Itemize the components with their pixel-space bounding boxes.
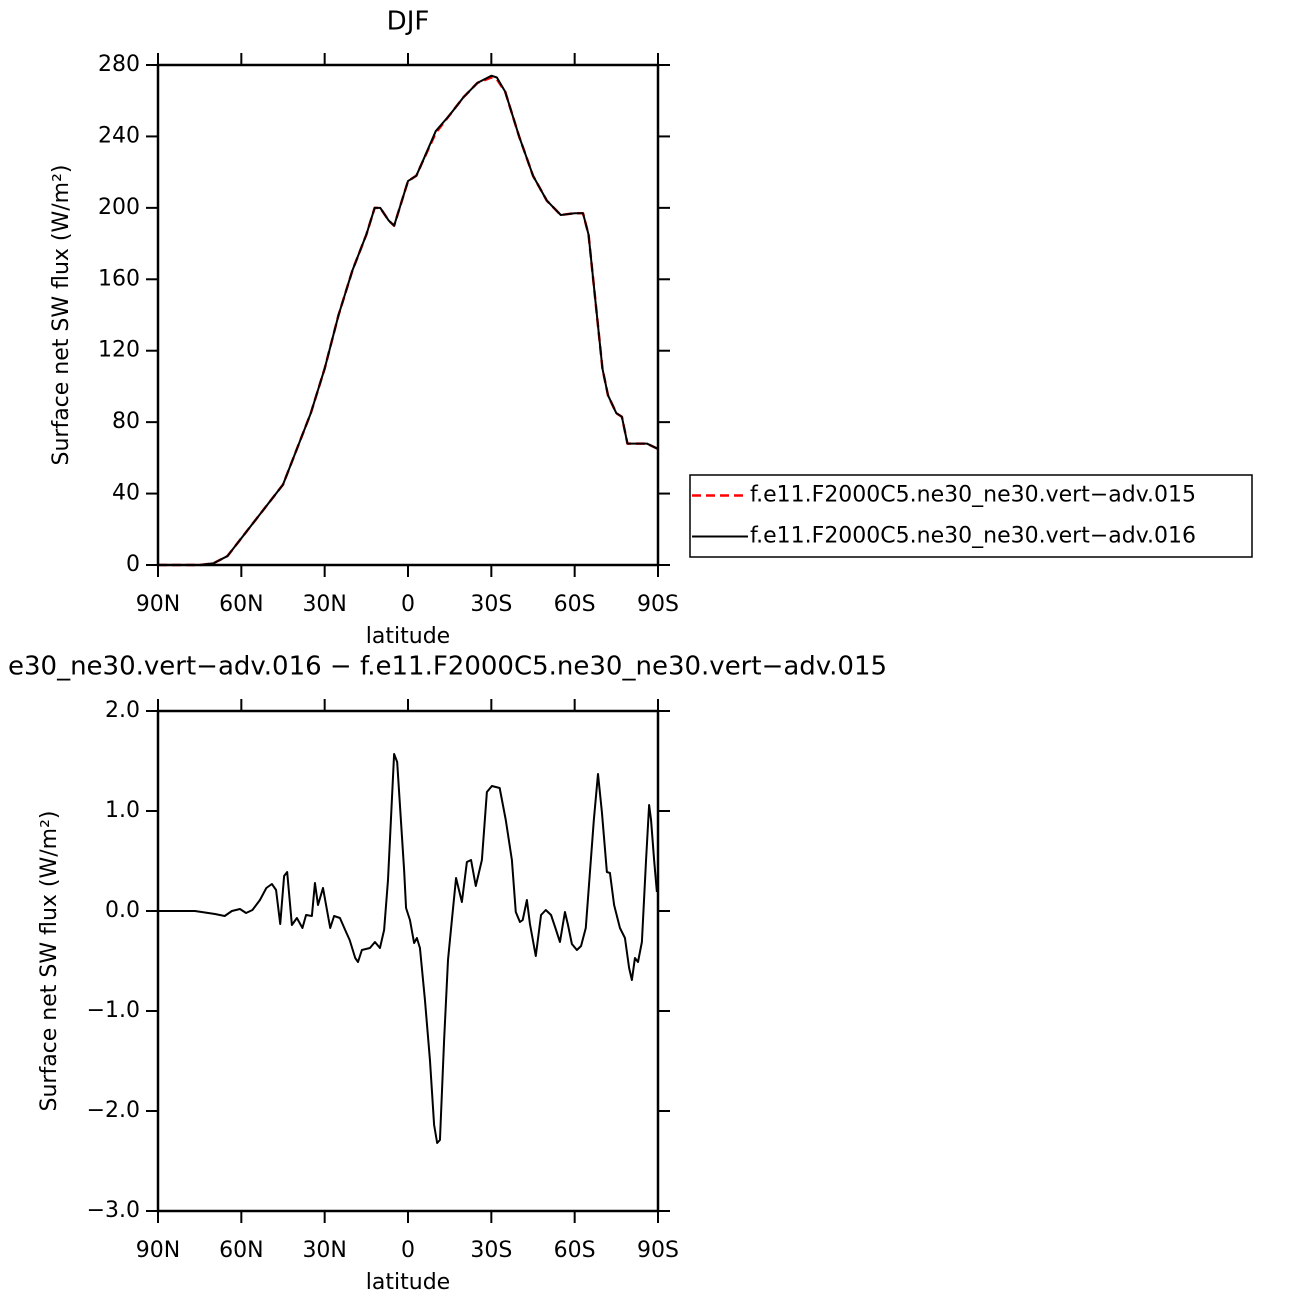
y-tick-label: −3.0 — [87, 1198, 140, 1223]
data-line — [158, 753, 658, 1144]
y-tick-label: 0.0 — [105, 898, 140, 923]
y-tick-label: 280 — [98, 52, 140, 77]
y-tick-label: 160 — [98, 266, 140, 291]
x-tick-label: 30N — [302, 1238, 346, 1263]
chart-title: DJF — [387, 7, 430, 37]
chart-title: e30_ne30.vert−adv.016 − f.e11.F2000C5.ne… — [8, 652, 887, 682]
y-tick-label: −2.0 — [87, 1098, 140, 1123]
plot-frame — [156, 63, 660, 567]
x-tick-label: 90S — [637, 1238, 679, 1263]
legend-box — [689, 474, 1253, 558]
legend-label: f.e11.F2000C5.ne30_ne30.vert−adv.015 — [750, 483, 1196, 508]
x-tick-label: 30S — [470, 1238, 512, 1263]
x-tick-label: 90N — [136, 592, 180, 617]
x-tick-label: 30S — [470, 592, 512, 617]
legend-label: f.e11.F2000C5.ne30_ne30.vert−adv.016 — [750, 524, 1196, 549]
x-tick-label: 60N — [219, 592, 263, 617]
y-tick-label: 80 — [112, 409, 140, 434]
y-tick-label: 1.0 — [105, 798, 140, 823]
x-axis-label: latitude — [366, 624, 450, 649]
y-tick-label: 0 — [126, 552, 140, 577]
y-axis-label: Surface net SW flux (W/m²) — [37, 810, 62, 1111]
x-tick-label: 0 — [401, 1238, 415, 1263]
x-tick-label: 60S — [554, 592, 596, 617]
y-tick-label: 120 — [98, 338, 140, 363]
x-tick-label: 30N — [302, 592, 346, 617]
x-tick-label: 60N — [219, 1238, 263, 1263]
x-tick-label: 60S — [554, 1238, 596, 1263]
plot-frame — [156, 709, 660, 1213]
x-tick-label: 0 — [401, 592, 415, 617]
y-tick-label: 200 — [98, 195, 140, 220]
y-tick-label: 40 — [112, 481, 140, 506]
data-line — [158, 76, 659, 567]
y-tick-label: −1.0 — [87, 998, 140, 1023]
y-tick-label: 240 — [98, 123, 140, 148]
data-line — [158, 74, 659, 566]
y-tick-label: 2.0 — [105, 698, 140, 723]
y-axis-label: Surface net SW flux (W/m²) — [49, 164, 74, 465]
x-tick-label: 90S — [637, 592, 679, 617]
x-tick-label: 90N — [136, 1238, 180, 1263]
x-axis-label: latitude — [366, 1270, 450, 1295]
